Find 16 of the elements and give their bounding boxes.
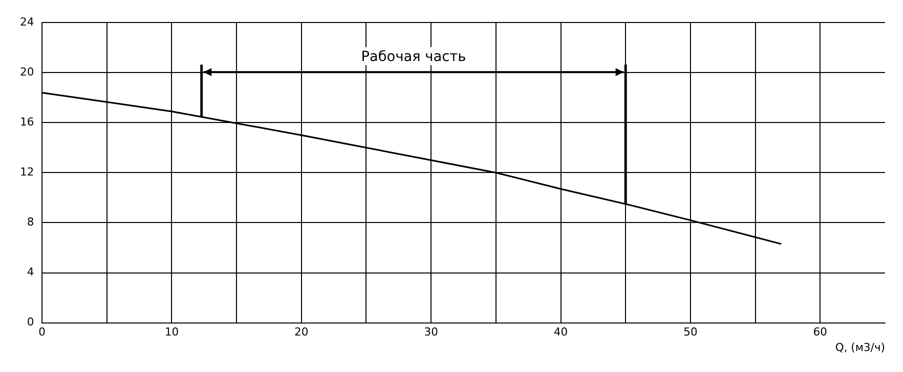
y-tick-label: 0 [26, 316, 34, 329]
x-tick-label: 10 [164, 325, 179, 338]
x-tick-label: 0 [38, 325, 46, 338]
y-tick-label: 8 [26, 216, 34, 229]
x-tick-label: 50 [683, 325, 698, 338]
x-tick-label: 20 [294, 325, 308, 338]
x-axis-title: Q, (м3/ч) [835, 341, 885, 354]
y-tick-label: 24 [20, 15, 34, 28]
annotation: Рабочая часть [361, 48, 466, 65]
x-tick-label: 60 [813, 325, 828, 338]
x-tick-label: 30 [424, 325, 438, 338]
y-tick-label: 16 [20, 116, 34, 129]
y-tick-label: 12 [20, 166, 34, 179]
y-tick-label: 20 [20, 65, 34, 78]
y-tick-label: 4 [26, 266, 34, 279]
x-tick-label: 40 [554, 325, 568, 338]
